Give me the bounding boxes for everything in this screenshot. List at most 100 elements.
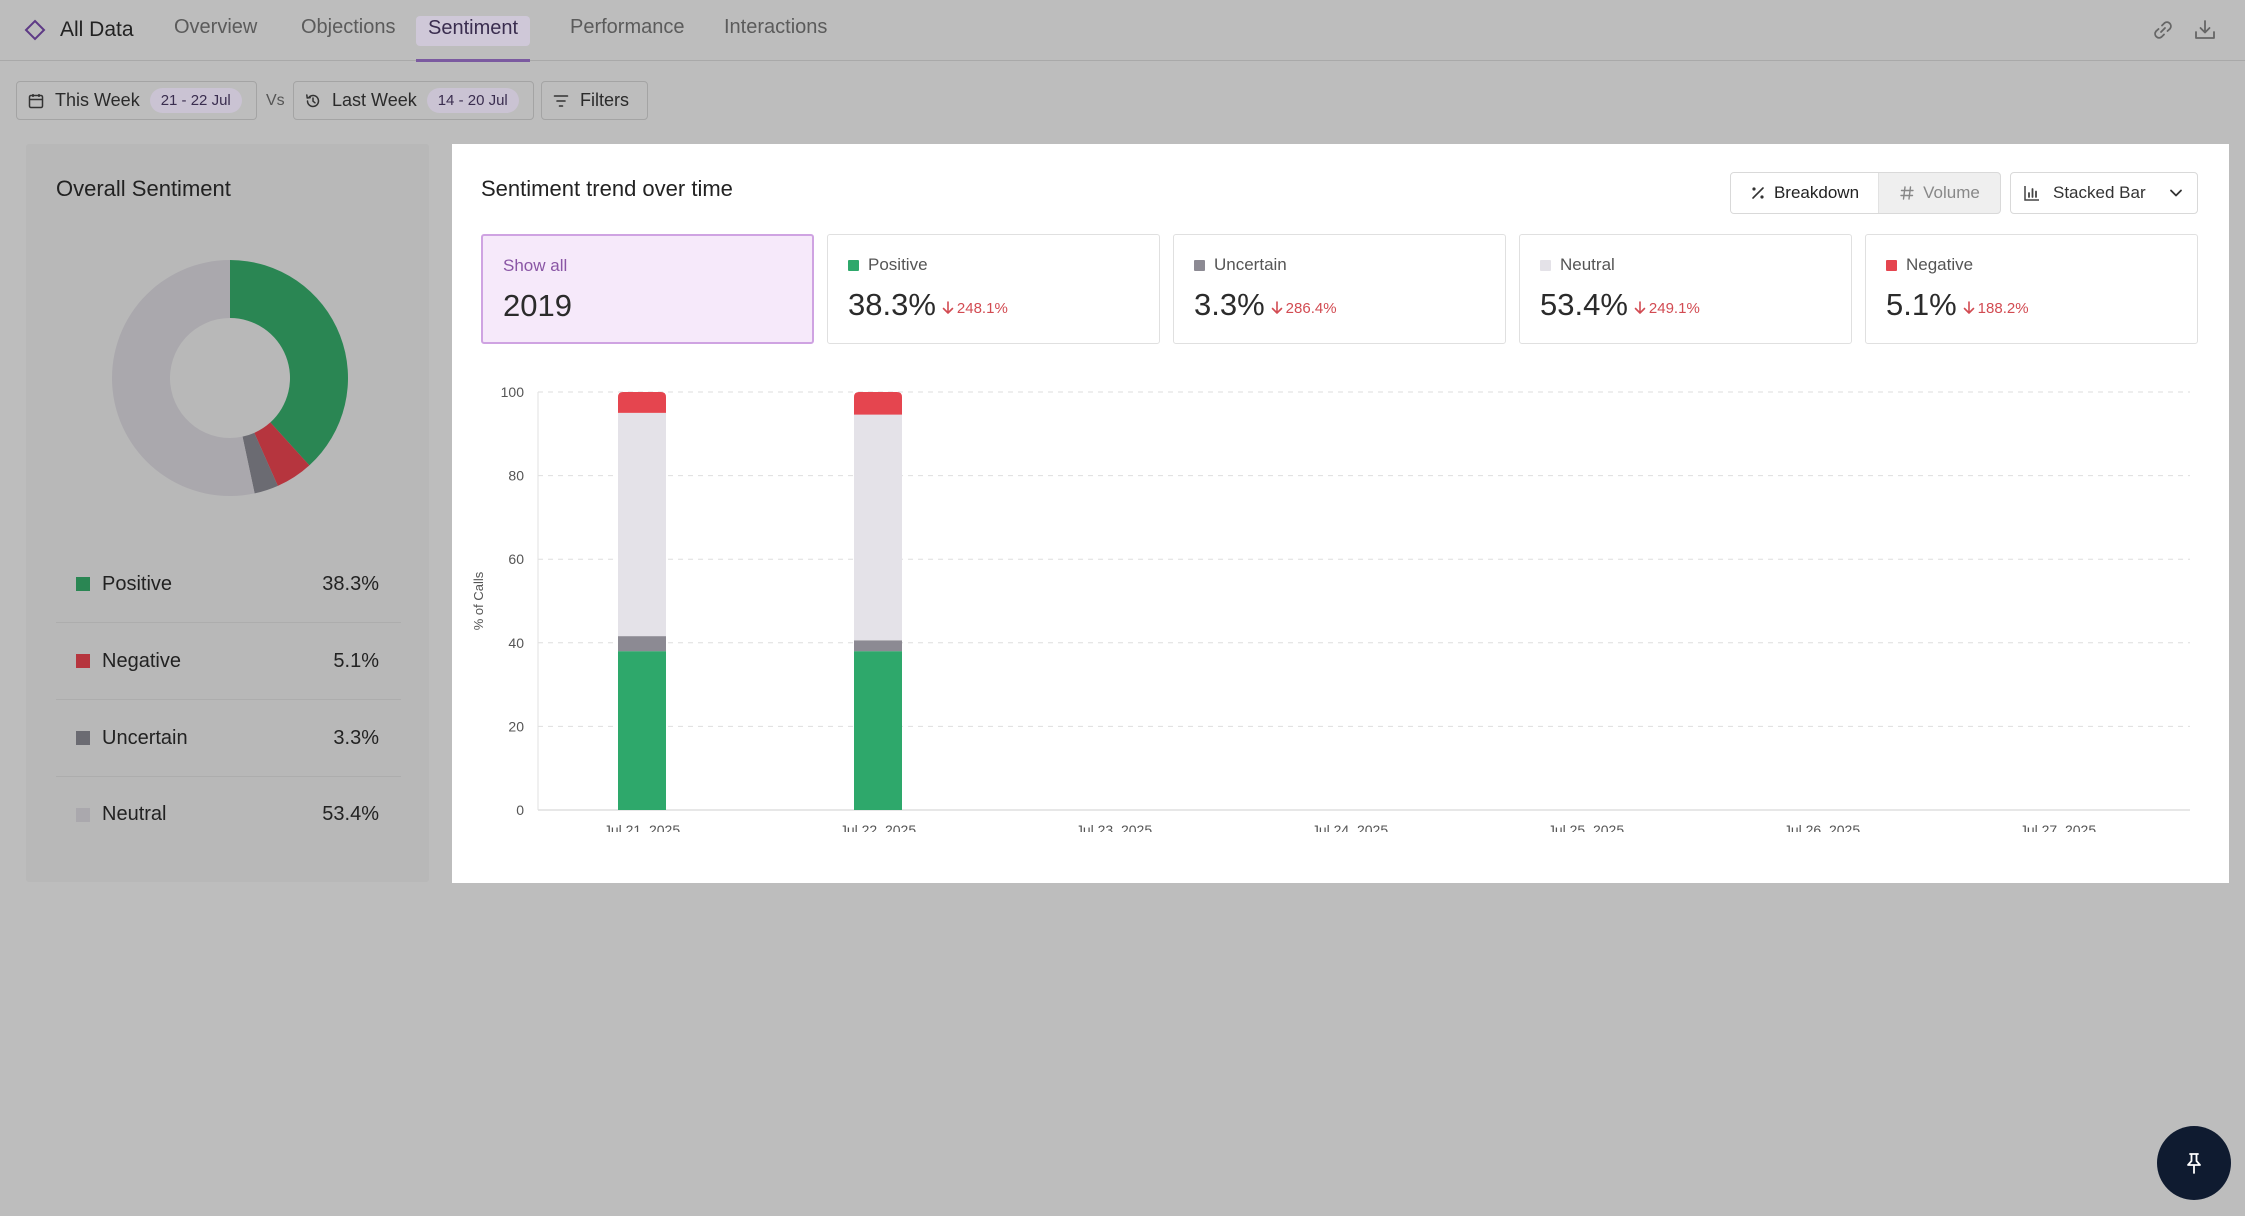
tab-label: Performance: [570, 16, 685, 38]
y-tick-label: 20: [508, 718, 524, 734]
stat-label-text: Show all: [503, 256, 568, 275]
stat-card-neutral[interactable]: Neutral 53.4% 249.1%: [1519, 234, 1852, 344]
stat-label: Uncertain: [1194, 255, 1287, 275]
tab-overview[interactable]: Overview: [162, 0, 269, 61]
stat-label: Neutral: [1540, 255, 1615, 275]
bar-segment-uncertain[interactable]: [854, 640, 902, 652]
tab-objections[interactable]: Objections: [289, 0, 408, 61]
tab-performance[interactable]: Performance: [558, 0, 697, 61]
stat-change: 188.2%: [1963, 300, 2029, 317]
stat-label: Positive: [848, 255, 928, 275]
donut-slice-positive[interactable]: [230, 260, 349, 466]
vs-label: Vs: [266, 92, 285, 109]
legend-name: Neutral: [102, 803, 167, 825]
legend-row-positive: Positive 38.3%: [56, 546, 401, 623]
legend-name: Negative: [102, 649, 181, 672]
legend-row-uncertain: Uncertain 3.3%: [56, 700, 401, 777]
stat-value: 2019: [503, 288, 572, 324]
link-icon[interactable]: [2150, 17, 2176, 43]
legend-value: 53.4%: [322, 803, 379, 825]
sentiment-stacked-bar-chart: 0 20 40 60 80 100 % of Calls Jul 21, 2025 Jul 22…: [471, 384, 2190, 832]
legend-value: 5.1%: [333, 649, 379, 672]
diamond-icon: [24, 19, 46, 41]
stat-value: 5.1% 188.2%: [1886, 287, 2029, 323]
stat-value: 3.3% 286.4%: [1194, 287, 1337, 323]
trend-title: Sentiment trend over time: [481, 176, 733, 201]
tab-label: Overview: [174, 16, 258, 38]
stat-card-show-all[interactable]: Show all 2019: [481, 234, 814, 344]
tab-label: Objections: [301, 16, 396, 38]
x-tick-label: Jul 23, 2025: [1076, 822, 1152, 832]
x-tick-label: Jul 27, 2025: [2020, 822, 2096, 832]
chevron-down-icon: [2170, 189, 2182, 197]
stat-value-text: 3.3%: [1194, 287, 1265, 322]
stat-swatch: [1886, 259, 1897, 271]
stat-label: Negative: [1886, 255, 1973, 275]
pin-button[interactable]: [2157, 1126, 2231, 1200]
filters-label: Filters: [580, 90, 629, 110]
bar-segment-positive[interactable]: [854, 651, 902, 810]
stat-change-text: 188.2%: [1977, 299, 2029, 317]
legend-swatch: [76, 577, 90, 591]
legend-row-neutral: Neutral 53.4%: [56, 776, 401, 853]
bar-segment-uncertain[interactable]: [618, 636, 666, 652]
current-range-badge: 21 - 22 Jul: [149, 88, 242, 113]
breakdown-button[interactable]: Breakdown: [1731, 173, 1879, 213]
legend-value: 3.3%: [333, 726, 379, 749]
stat-card-negative[interactable]: Negative 5.1% 188.2%: [1865, 234, 2198, 344]
date-range-compare[interactable]: Last Week 14 - 20 Jul: [293, 81, 534, 120]
y-tick-label: 80: [508, 468, 524, 484]
tab-sentiment[interactable]: Sentiment: [416, 0, 531, 62]
legend-swatch: [76, 731, 90, 745]
bar-segment-neutral[interactable]: [618, 412, 666, 637]
compare-range-badge: 14 - 20 Jul: [426, 88, 519, 113]
stat-label-text: Neutral: [1560, 255, 1615, 274]
y-tick-label: 60: [508, 551, 524, 567]
chart-type-label: Stacked Bar: [2053, 183, 2146, 202]
download-icon[interactable]: [2192, 17, 2218, 43]
arrow-down-icon: [1634, 301, 1646, 314]
brand[interactable]: All Data: [24, 15, 134, 45]
stat-value-text: 53.4%: [1540, 287, 1628, 322]
date-range-current[interactable]: This Week 21 - 22 Jul: [16, 81, 257, 120]
filters-button[interactable]: Filters: [541, 81, 648, 120]
x-tick-label: Jul 25, 2025: [1548, 822, 1624, 832]
stat-label: Show all: [503, 256, 567, 276]
stat-value-text: 2019: [503, 288, 572, 323]
bar-segment-negative[interactable]: [618, 392, 666, 413]
stat-swatch: [1540, 259, 1551, 271]
history-icon: [306, 93, 320, 107]
stat-card-uncertain[interactable]: Uncertain 3.3% 286.4%: [1173, 234, 1506, 344]
tab-interactions[interactable]: Interactions: [712, 0, 839, 61]
chart-type-select[interactable]: Stacked Bar: [2010, 172, 2198, 214]
stat-label-text: Uncertain: [1214, 255, 1287, 274]
stat-card-positive[interactable]: Positive 38.3% 248.1%: [827, 234, 1160, 344]
stat-value-text: 38.3%: [848, 287, 936, 322]
bar-segment-neutral[interactable]: [854, 414, 902, 641]
sentiment-trend-card: Sentiment trend over time Breakdown Volu…: [452, 144, 2229, 883]
stat-value: 38.3% 248.1%: [848, 287, 1008, 323]
legend-swatch: [76, 654, 90, 668]
current-period-label: This Week: [55, 90, 140, 110]
y-axis-title: % of Calls: [471, 571, 486, 630]
view-mode-toggle: Breakdown Volume: [1730, 172, 2001, 214]
bar-segment-negative[interactable]: [854, 392, 902, 415]
stat-change: 248.1%: [942, 300, 1008, 317]
x-tick-label: Jul 26, 2025: [1784, 822, 1860, 832]
legend-value: 38.3%: [322, 572, 379, 595]
hash-icon: [1900, 186, 1914, 200]
stat-change: 286.4%: [1271, 300, 1337, 317]
donut-slice-neutral[interactable]: [111, 260, 255, 496]
volume-label: Volume: [1923, 183, 1980, 202]
y-tick-label: 0: [516, 802, 524, 818]
donut-slice-negative[interactable]: [254, 422, 310, 486]
bar-segment-positive[interactable]: [618, 651, 666, 810]
compare-period-label: Last Week: [332, 90, 417, 110]
volume-button[interactable]: Volume: [1879, 173, 2000, 213]
donut-slice-uncertain[interactable]: [242, 432, 278, 494]
stat-swatch: [848, 259, 859, 271]
stat-change-text: 248.1%: [956, 299, 1008, 317]
y-tick-label: 40: [508, 635, 524, 651]
x-tick-label: Jul 22, 2025: [840, 822, 916, 832]
top-nav: All Data Overview Objections Sentiment P…: [0, 0, 2245, 62]
